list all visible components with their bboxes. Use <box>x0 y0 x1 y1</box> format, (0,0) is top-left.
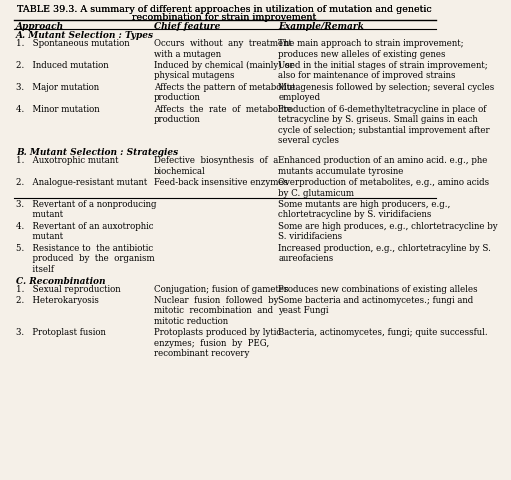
Text: 1.   Spontaneous mutation: 1. Spontaneous mutation <box>16 39 129 48</box>
Text: TABLE 39.3. A summary of different approaches in utilization of mutation and gen: TABLE 39.3. A summary of different appro… <box>17 5 432 14</box>
Text: Some bacteria and actinomycetes.; fungi and: Some bacteria and actinomycetes.; fungi … <box>278 296 474 305</box>
Text: chlortetracycline by S. viridifaciens: chlortetracycline by S. viridifaciens <box>278 210 432 219</box>
Text: 2.   Induced mutation: 2. Induced mutation <box>16 61 108 70</box>
Text: Example/Remark: Example/Remark <box>278 22 364 31</box>
Text: Some mutants are high producers, e.g.,: Some mutants are high producers, e.g., <box>278 200 451 209</box>
Text: recombination for strain improvement: recombination for strain improvement <box>132 13 317 22</box>
Text: Affects the pattern of metabolite: Affects the pattern of metabolite <box>154 83 295 92</box>
Text: mitotic  recombination  and: mitotic recombination and <box>154 307 273 315</box>
Text: 1.   Sexual reproduction: 1. Sexual reproduction <box>16 285 121 294</box>
Text: C. Recombination: C. Recombination <box>16 277 105 286</box>
Text: A. Mutant Selection : Types: A. Mutant Selection : Types <box>16 31 154 40</box>
Text: 3.   Major mutation: 3. Major mutation <box>16 83 99 92</box>
Text: with a mutagen: with a mutagen <box>154 49 221 59</box>
Text: 2.   Heterokaryosis: 2. Heterokaryosis <box>16 296 99 305</box>
Text: Produces new combinations of existing alleles: Produces new combinations of existing al… <box>278 285 478 294</box>
Text: Approach: Approach <box>16 22 64 31</box>
Text: 5.   Resistance to  the antibiotic: 5. Resistance to the antibiotic <box>16 243 153 252</box>
Text: Bacteria, actinomycetes, fungi; quite successful.: Bacteria, actinomycetes, fungi; quite su… <box>278 328 488 337</box>
Text: tetracycline by S. griseus. Small gains in each: tetracycline by S. griseus. Small gains … <box>278 115 478 124</box>
Text: Used in the initial stages of strain improvement;: Used in the initial stages of strain imp… <box>278 61 488 70</box>
Text: yeast Fungi: yeast Fungi <box>278 307 329 315</box>
Text: employed: employed <box>278 93 320 102</box>
Text: TABLE 39.3. A summary of different approaches in utilization of mutation and gen: TABLE 39.3. A summary of different appro… <box>17 5 432 14</box>
Text: Increased production, e.g., chlortetracyline by S.: Increased production, e.g., chlortetracy… <box>278 243 491 252</box>
Text: cycle of selection; substantial improvement after: cycle of selection; substantial improvem… <box>278 126 490 134</box>
Text: 3.   Protoplast fusion: 3. Protoplast fusion <box>16 328 106 337</box>
Text: Induced by chemical (mainly) or: Induced by chemical (mainly) or <box>154 61 293 70</box>
Text: Protoplasts produced by lytic: Protoplasts produced by lytic <box>154 328 281 337</box>
Text: production: production <box>154 115 200 124</box>
Text: mutants accumulate tyrosine: mutants accumulate tyrosine <box>278 167 404 176</box>
Text: itself: itself <box>16 264 54 274</box>
Text: Conjugation; fusion of gametes: Conjugation; fusion of gametes <box>154 285 288 294</box>
Text: Feed-back insensitive enzymes: Feed-back insensitive enzymes <box>154 178 288 187</box>
Text: aureofaciens: aureofaciens <box>278 254 334 263</box>
Text: mutant: mutant <box>16 210 63 219</box>
Text: Mutagenesis followed by selection; several cycles: Mutagenesis followed by selection; sever… <box>278 83 495 92</box>
Text: B. Mutant Selection : Strategies: B. Mutant Selection : Strategies <box>16 148 178 157</box>
Text: The main approach to strain improvement;: The main approach to strain improvement; <box>278 39 464 48</box>
Text: Affects  the  rate  of  metabolite: Affects the rate of metabolite <box>154 105 292 114</box>
Text: produces new alleles of existing genes: produces new alleles of existing genes <box>278 49 446 59</box>
Text: 1.   Auxotrophic mutant: 1. Auxotrophic mutant <box>16 156 119 165</box>
Text: Production of 6-demethyltetracycline in place of: Production of 6-demethyltetracycline in … <box>278 105 487 114</box>
Text: recombination for strain improvement: recombination for strain improvement <box>132 13 317 22</box>
Text: Enhanced production of an amino acid. e.g., phe: Enhanced production of an amino acid. e.… <box>278 156 488 165</box>
Text: 2.   Analogue-resistant mutant: 2. Analogue-resistant mutant <box>16 178 147 187</box>
Text: mitotic reduction: mitotic reduction <box>154 317 228 326</box>
Text: S. viridifaciens: S. viridifaciens <box>278 232 342 241</box>
Text: physical mutagens: physical mutagens <box>154 72 234 81</box>
Text: 3.   Revertant of a nonproducing: 3. Revertant of a nonproducing <box>16 200 156 209</box>
Text: Occurs  without  any  treatment: Occurs without any treatment <box>154 39 291 48</box>
Text: 4.   Revertant of an auxotrophic: 4. Revertant of an auxotrophic <box>16 222 153 231</box>
Text: Defective  biosynthesis  of  a: Defective biosynthesis of a <box>154 156 278 165</box>
Text: produced  by  the  organism: produced by the organism <box>16 254 154 263</box>
Text: Some are high produces, e.g., chlortetracycline by: Some are high produces, e.g., chlortetra… <box>278 222 498 231</box>
Text: production: production <box>154 93 200 102</box>
Text: also for maintenance of improved strains: also for maintenance of improved strains <box>278 72 456 81</box>
Text: biochemical: biochemical <box>154 167 205 176</box>
Text: by C. glutamicum: by C. glutamicum <box>278 189 355 198</box>
Text: Overproduction of metabolites, e.g., amino acids: Overproduction of metabolites, e.g., ami… <box>278 178 490 187</box>
Text: several cycles: several cycles <box>278 136 339 145</box>
Text: Nuclear  fusion  followed  by: Nuclear fusion followed by <box>154 296 278 305</box>
Text: mutant: mutant <box>16 232 63 241</box>
Text: enzymes;  fusion  by  PEG,: enzymes; fusion by PEG, <box>154 339 269 348</box>
Text: Chief feature: Chief feature <box>154 22 220 31</box>
Text: recombinant recovery: recombinant recovery <box>154 349 249 359</box>
Text: 4.   Minor mutation: 4. Minor mutation <box>16 105 100 114</box>
